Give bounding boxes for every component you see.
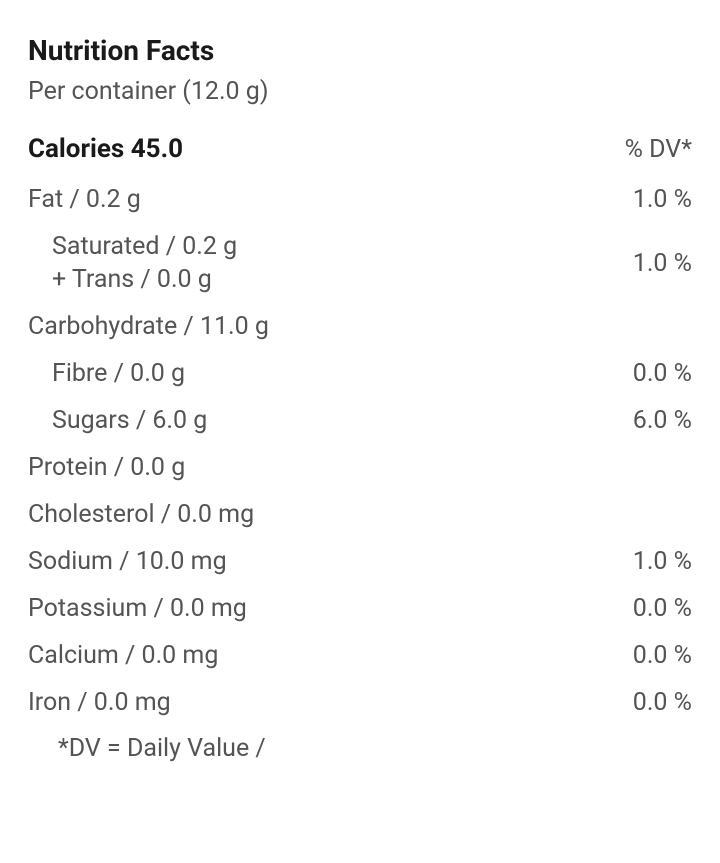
potassium-dv: 0.0 % — [633, 596, 692, 621]
dv-header: % DV* — [625, 135, 692, 164]
row-potassium: Potassium / 0.0 mg 0.0 % — [28, 585, 692, 632]
calories-label: Calories 45.0 — [28, 134, 183, 164]
serving-size: Per container (12.0 g) — [28, 77, 692, 106]
fibre-dv: 0.0 % — [633, 361, 692, 386]
row-iron: Iron / 0.0 mg 0.0 % — [28, 679, 692, 726]
header-row: Calories 45.0 % DV* — [28, 134, 692, 164]
row-cholesterol: Cholesterol / 0.0 mg — [28, 491, 692, 538]
nutrition-facts-title: Nutrition Facts — [28, 34, 692, 67]
iron-label: Iron / 0.0 mg — [28, 690, 171, 715]
carb-label: Carbohydrate / 11.0 g — [28, 314, 269, 339]
row-carbohydrate: Carbohydrate / 11.0 g — [28, 303, 692, 350]
calcium-dv: 0.0 % — [633, 643, 692, 668]
row-fibre: Fibre / 0.0 g 0.0 % — [28, 350, 692, 397]
fat-label: Fat / 0.2 g — [28, 187, 141, 212]
trans-label: + Trans / 0.0 g — [52, 267, 237, 292]
saturated-dv: 1.0 % — [633, 251, 692, 276]
dv-footnote: *DV = Daily Value / — [28, 726, 692, 763]
fibre-label: Fibre / 0.0 g — [52, 361, 185, 386]
row-sodium: Sodium / 10.0 mg 1.0 % — [28, 538, 692, 585]
calcium-label: Calcium / 0.0 mg — [28, 643, 218, 668]
sodium-dv: 1.0 % — [633, 549, 692, 574]
iron-dv: 0.0 % — [633, 690, 692, 715]
cholesterol-label: Cholesterol / 0.0 mg — [28, 502, 254, 527]
protein-label: Protein / 0.0 g — [28, 455, 185, 480]
row-saturated-trans: Saturated / 0.2 g + Trans / 0.0 g 1.0 % — [28, 223, 692, 303]
sugars-label: Sugars / 6.0 g — [52, 408, 207, 433]
sugars-dv: 6.0 % — [633, 408, 692, 433]
sodium-label: Sodium / 10.0 mg — [28, 549, 227, 574]
potassium-label: Potassium / 0.0 mg — [28, 596, 247, 621]
row-calcium: Calcium / 0.0 mg 0.0 % — [28, 632, 692, 679]
row-fat: Fat / 0.2 g 1.0 % — [28, 176, 692, 223]
fat-dv: 1.0 % — [633, 187, 692, 212]
saturated-label: Saturated / 0.2 g — [52, 234, 237, 259]
row-protein: Protein / 0.0 g — [28, 444, 692, 491]
row-sugars: Sugars / 6.0 g 6.0 % — [28, 397, 692, 444]
